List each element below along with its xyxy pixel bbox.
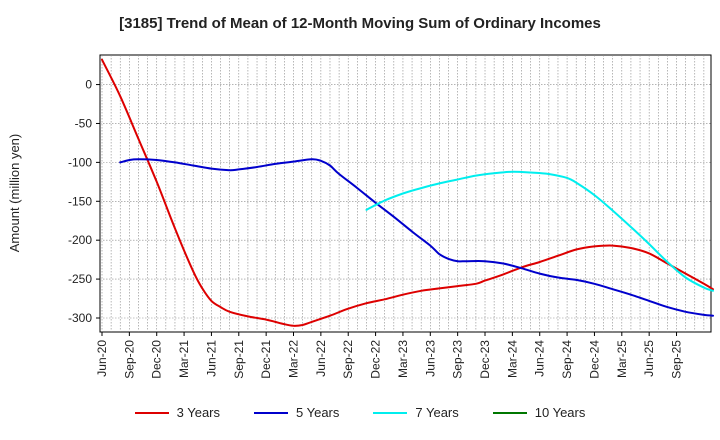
legend-label: 5 Years [296, 405, 340, 420]
legend-item: 3 Years [134, 405, 220, 420]
legend-swatch [254, 411, 288, 414]
y-tick-label: -150 [68, 194, 92, 208]
x-tick-label: Jun-24 [533, 340, 547, 377]
y-tick-label: -100 [68, 155, 92, 169]
series-lines [101, 58, 714, 327]
y-axis-label: Amount (million yen) [7, 134, 22, 253]
legend-swatch [373, 411, 408, 414]
legend-label: 10 Years [534, 405, 586, 420]
x-axis-ticks: Jun-20 Sep-20 Dec-20 Mar-21 Jun-21 Sep-21 Dec-… [95, 332, 684, 379]
x-tick-label: Jun-23 [423, 340, 437, 377]
chart-legend: 3 Years 5 Years 7 Years 10 Years [0, 405, 720, 420]
x-tick-label: Jun-21 [204, 340, 218, 377]
x-tick-label: Jun-22 [314, 340, 328, 377]
gridlines [100, 55, 711, 332]
x-tick-label: Dec-20 [150, 340, 164, 379]
legend-item: 7 Years [373, 405, 459, 420]
y-tick-label: -300 [68, 311, 92, 325]
y-tick-label: -50 [75, 116, 93, 130]
legend-swatch [134, 411, 169, 414]
x-tick-label: Jun-25 [642, 340, 656, 377]
legend-label: 3 Years [176, 405, 220, 420]
y-tick-label: 0 [85, 78, 92, 92]
x-tick-label: Mar-25 [615, 340, 629, 378]
legend-item: 10 Years [492, 405, 586, 420]
x-tick-label: Sep-25 [670, 340, 684, 379]
x-tick-label: Sep-22 [341, 340, 355, 379]
x-tick-label: Mar-23 [396, 340, 410, 378]
chart-title: [3185] Trend of Mean of 12-Month Moving … [119, 15, 601, 32]
x-tick-label: Dec-22 [369, 340, 383, 379]
series-line-5-years [119, 158, 714, 317]
legend-swatch [492, 411, 527, 414]
y-axis-ticks: 0 -50 -100 -150 -200 -250 -300 [68, 78, 100, 325]
x-tick-label: Mar-24 [505, 340, 519, 378]
x-tick-label: Dec-21 [259, 340, 273, 379]
x-tick-label: Sep-20 [122, 340, 136, 379]
series-line-7-years [365, 170, 714, 292]
x-tick-label: Sep-23 [451, 340, 465, 379]
x-tick-label: Sep-24 [560, 340, 574, 379]
series-line-3-years [101, 58, 714, 327]
legend-label: 7 Years [415, 405, 459, 420]
y-tick-label: -250 [68, 272, 92, 286]
y-tick-label: -200 [68, 233, 92, 247]
x-tick-label: Dec-24 [587, 340, 601, 379]
x-tick-label: Dec-23 [478, 340, 492, 379]
x-tick-label: Mar-21 [177, 340, 191, 378]
x-tick-label: Mar-22 [287, 340, 301, 378]
x-tick-label: Jun-20 [95, 340, 109, 377]
x-tick-label: Sep-21 [232, 340, 246, 379]
legend-item: 5 Years [254, 405, 339, 420]
